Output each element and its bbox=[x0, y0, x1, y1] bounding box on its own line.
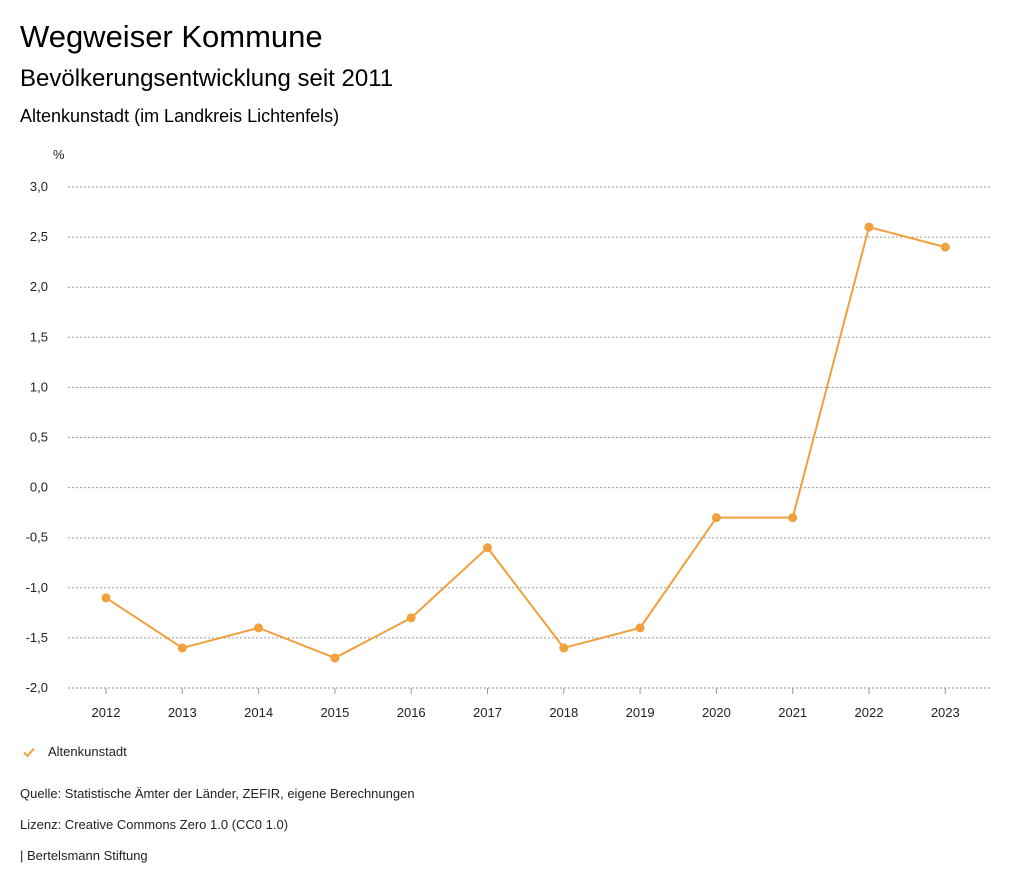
data-point[interactable] bbox=[254, 623, 264, 633]
x-tick-label: 2020 bbox=[702, 705, 731, 720]
x-tick-label: 2023 bbox=[931, 705, 960, 720]
chart-subtitle: Bevölkerungsentwicklung seit 2011 bbox=[20, 65, 394, 92]
x-tick-label: 2021 bbox=[778, 705, 807, 720]
data-point[interactable] bbox=[635, 623, 645, 633]
data-point[interactable] bbox=[177, 643, 187, 653]
y-tick-label: 1,5 bbox=[30, 329, 48, 344]
data-point[interactable] bbox=[483, 543, 492, 553]
x-tick-label: 2014 bbox=[244, 705, 273, 720]
x-tick-label: 2013 bbox=[168, 705, 197, 720]
y-tick-label: 3,0 bbox=[30, 179, 48, 194]
series-line bbox=[105, 226, 946, 659]
data-point[interactable] bbox=[559, 643, 569, 653]
y-tick-label: 0,5 bbox=[30, 430, 48, 445]
y-tick-label: -1,5 bbox=[26, 630, 48, 645]
data-point[interactable] bbox=[940, 242, 950, 252]
y-tick-label: 1,0 bbox=[30, 379, 48, 394]
legend[interactable]: Altenkunstadt bbox=[22, 744, 127, 759]
data-point[interactable] bbox=[788, 513, 798, 523]
chart-title: Wegweiser Kommune bbox=[20, 19, 323, 54]
license-note: Lizenz: Creative Commons Zero 1.0 (CC0 1… bbox=[20, 817, 289, 832]
y-tick-label: 2,5 bbox=[30, 229, 48, 244]
x-tick-label: 2016 bbox=[397, 705, 426, 720]
x-tick-label: 2015 bbox=[320, 705, 349, 720]
grid-lines bbox=[68, 186, 990, 689]
x-tick-label: 2018 bbox=[549, 705, 578, 720]
y-tick-label: -1,0 bbox=[26, 580, 48, 595]
data-point[interactable] bbox=[406, 613, 416, 623]
y-tick-label: 0,0 bbox=[30, 480, 48, 495]
x-tick-label: 2017 bbox=[473, 705, 502, 720]
line-chart: % 3,02,52,01,51,00,50,0-0,5-1,0-1,5-2,0 … bbox=[26, 147, 990, 720]
y-axis-tick-labels: 3,0 2,5 2,0 1,5 1,0 0,5 0,0 -0,5 -1,0 -1,5 -2,0 bbox=[26, 179, 48, 695]
x-tick-label: 2019 bbox=[626, 705, 655, 720]
y-axis-unit-label: % bbox=[53, 147, 65, 162]
y-tick-label: -0,5 bbox=[26, 530, 48, 545]
source-note: Quelle: Statistische Ämter der Länder, Z… bbox=[20, 786, 415, 801]
x-axis: 2012 2013 2014 2015 2016 2017 2018 2019 2020 2021… bbox=[92, 688, 960, 720]
y-tick-label: -2,0 bbox=[26, 680, 48, 695]
region-label: Altenkunstadt (im Landkreis Lichtenfels) bbox=[20, 106, 340, 126]
checkmark-icon bbox=[23, 747, 35, 757]
x-tick-label: 2022 bbox=[855, 705, 884, 720]
brand-note: | Bertelsmann Stiftung bbox=[20, 848, 148, 863]
series-altenkunstadt bbox=[101, 222, 950, 663]
data-point[interactable] bbox=[864, 222, 874, 232]
data-point[interactable] bbox=[711, 513, 721, 523]
x-tick-label: 2012 bbox=[92, 705, 121, 720]
legend-label: Altenkunstadt bbox=[48, 744, 127, 759]
data-point[interactable] bbox=[101, 593, 111, 603]
y-tick-label: 2,0 bbox=[30, 279, 48, 294]
data-point[interactable] bbox=[330, 653, 340, 663]
